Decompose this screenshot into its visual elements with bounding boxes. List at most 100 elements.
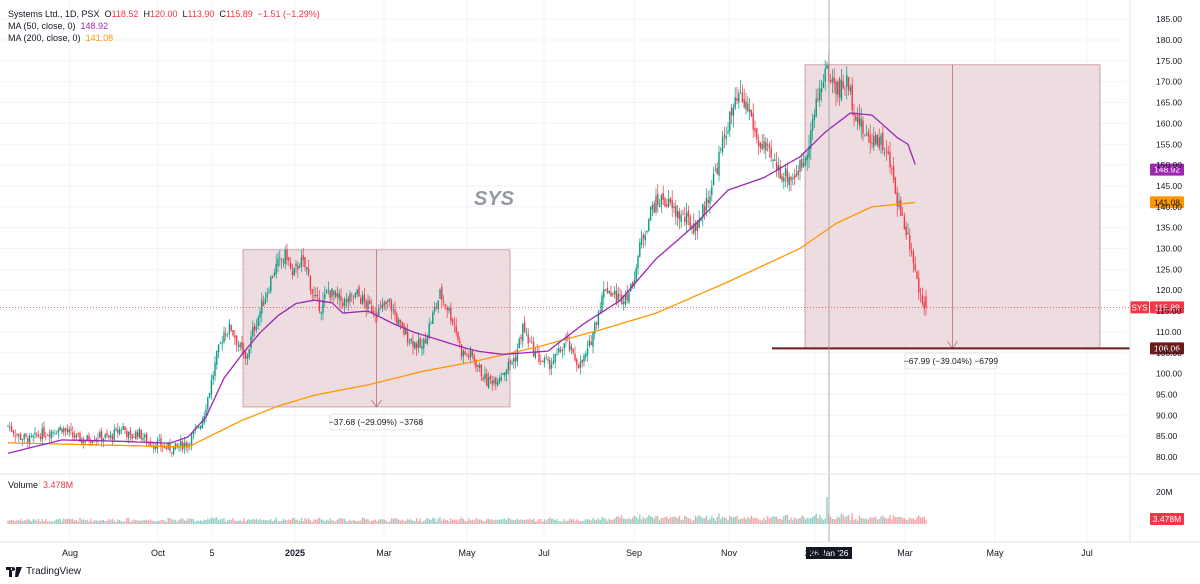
candle-body <box>576 359 578 365</box>
candle-body <box>563 343 565 349</box>
volume-bar <box>570 519 573 524</box>
candle-body <box>432 312 434 324</box>
candle-body <box>783 177 785 182</box>
volume-bar <box>37 518 40 524</box>
candle-body <box>459 340 461 344</box>
crosshair-date-box <box>806 547 852 559</box>
volume-bar <box>248 519 250 524</box>
volume-value: 3.478M <box>43 480 74 490</box>
volume-bar <box>628 517 630 524</box>
volume-bar <box>673 516 675 524</box>
candle-body <box>300 257 303 267</box>
volume-bar <box>802 516 805 524</box>
legend-ma200-label[interactable]: MA (200, close, 0) <box>8 33 81 43</box>
candle-body <box>352 296 355 298</box>
candle-body <box>336 293 339 297</box>
volume-bar <box>174 519 177 524</box>
legend-ma50-label[interactable]: MA (50, close, 0) <box>8 21 76 31</box>
candle-body <box>714 169 717 171</box>
candle-body <box>430 323 432 325</box>
volume-bar <box>808 518 810 524</box>
candle-body <box>239 343 241 348</box>
volume-bar <box>399 520 402 524</box>
volume-bar <box>705 515 708 524</box>
candle-body <box>525 332 528 334</box>
volume-bar <box>624 518 627 524</box>
candle-body <box>581 359 583 363</box>
candle-body <box>685 212 688 225</box>
legend-symbol[interactable]: Systems Ltd., 1D, PSX <box>8 9 100 19</box>
candle-body <box>14 435 16 437</box>
candle-body <box>532 341 535 357</box>
volume-bar <box>205 519 207 524</box>
candle-body <box>122 426 124 430</box>
candle-body <box>433 307 436 312</box>
volume-bar <box>621 515 623 524</box>
volume-bar <box>865 518 868 524</box>
volume-bar <box>225 521 227 524</box>
volume-bar <box>369 521 371 524</box>
candle-body <box>790 176 792 181</box>
candle-body <box>711 186 713 195</box>
candle-body <box>640 237 643 245</box>
branding-text: TradingView <box>26 566 82 577</box>
volume-bar <box>279 520 281 524</box>
symbol-badge <box>1130 301 1149 314</box>
candle-body <box>910 250 913 253</box>
volume-bar <box>912 518 915 524</box>
candle-body <box>900 199 902 216</box>
volume-bar <box>561 521 564 524</box>
candle-body <box>228 323 231 334</box>
candle-body <box>390 300 393 311</box>
volume-label[interactable]: Volume <box>8 480 39 490</box>
x-tick-label: Aug <box>62 548 78 558</box>
crosshair-date-label: 26 Jan '26 <box>810 548 849 558</box>
volume-bar <box>313 519 315 524</box>
volume-bar <box>504 518 506 524</box>
candle-body <box>383 302 385 307</box>
target-badge <box>1150 342 1184 355</box>
candle-body <box>205 409 207 416</box>
volume-bar <box>424 519 427 524</box>
candle-body <box>498 378 501 383</box>
volume-bar <box>648 515 650 524</box>
candle-body <box>761 143 763 150</box>
candle-body <box>57 429 60 433</box>
volume-bar <box>678 515 681 524</box>
volume-bar <box>909 517 911 524</box>
volume-bar <box>354 520 357 524</box>
candle-body <box>496 381 499 386</box>
candle-body <box>246 355 249 359</box>
candle-body <box>599 310 601 312</box>
tradingview-branding[interactable]: TradingView <box>6 566 81 577</box>
volume-bar <box>342 518 344 524</box>
volume-bar <box>903 518 906 524</box>
candle-body <box>765 142 767 151</box>
candle-body <box>921 295 924 304</box>
volume-bar <box>291 517 294 524</box>
candle-body <box>410 338 412 342</box>
volume-bar <box>160 519 162 524</box>
volume-bar <box>151 520 153 524</box>
volume-bar <box>30 521 33 524</box>
candle-body <box>675 205 677 217</box>
candle-body <box>527 334 529 344</box>
candle-body <box>277 258 279 267</box>
volume-bar <box>421 522 423 524</box>
volume-bar <box>819 515 821 524</box>
volume-bar <box>343 518 346 524</box>
ma50-badge-text: 148.92 <box>1154 165 1180 175</box>
candle-body <box>748 109 751 112</box>
candle-body <box>129 430 132 435</box>
candle-body <box>252 327 254 337</box>
volume-bar <box>259 518 261 524</box>
candle-body <box>568 341 571 351</box>
candle-body <box>509 360 511 364</box>
candle-body <box>475 359 477 368</box>
volume-bar <box>430 519 432 524</box>
volume-bar <box>23 520 25 524</box>
candle-body <box>833 76 835 84</box>
candle-body <box>9 427 11 429</box>
volume-bar <box>817 518 819 524</box>
